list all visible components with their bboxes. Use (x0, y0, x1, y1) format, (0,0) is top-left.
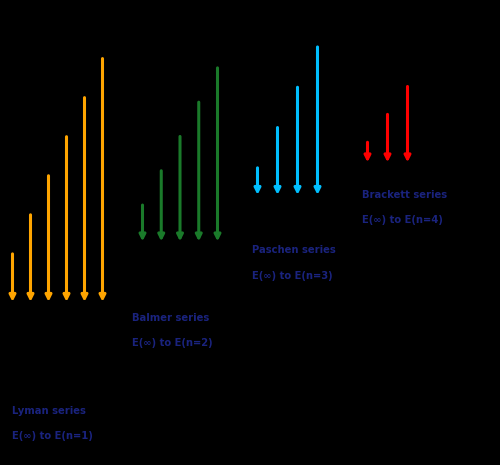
Text: E(∞) to E(n=2): E(∞) to E(n=2) (132, 339, 213, 348)
Text: E(∞) to E(n=3): E(∞) to E(n=3) (252, 271, 333, 281)
Text: Paschen series: Paschen series (252, 246, 336, 255)
Text: Balmer series: Balmer series (132, 313, 210, 323)
Text: E(∞) to E(n=1): E(∞) to E(n=1) (12, 432, 94, 441)
Text: E(∞) to E(n=4): E(∞) to E(n=4) (362, 215, 444, 225)
Text: Lyman series: Lyman series (12, 406, 86, 416)
Text: Brackett series: Brackett series (362, 190, 448, 199)
